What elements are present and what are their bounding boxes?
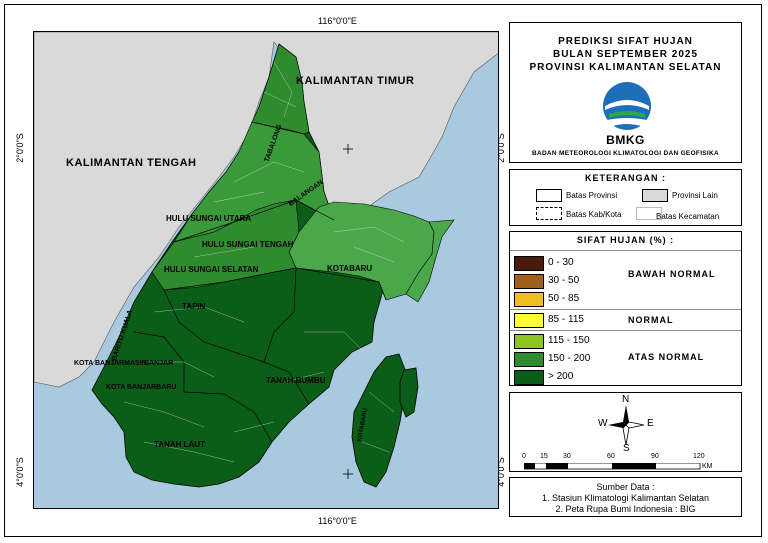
- map-svg: [34, 32, 498, 488]
- class-swatch: [514, 292, 544, 307]
- keterangan-heading: KETERANGAN :: [585, 173, 666, 183]
- scale-tick: 60: [607, 453, 615, 460]
- class-swatch: [514, 256, 544, 271]
- scale-tick: 0: [522, 453, 526, 460]
- swatch-batas-provinsi: [536, 189, 562, 202]
- title-line-3: PROVINSI KALIMANTAN SELATAN: [529, 62, 722, 73]
- class-row: 0 - 30: [510, 254, 741, 272]
- swatch-batas-kecamatan: [636, 207, 662, 220]
- label-provinsi-lain: Provinsi Lain: [672, 191, 718, 200]
- keterangan-panel: KETERANGAN : Batas Provinsi Provinsi Lai…: [509, 169, 742, 226]
- district-boundaries: [133, 121, 387, 443]
- scale-tick: 15: [540, 453, 548, 460]
- class-row: 50 - 85: [510, 290, 741, 308]
- label-batas-provinsi: Batas Provinsi: [566, 191, 618, 200]
- source-panel: Sumber Data : 1. Stasiun Klimatologi Kal…: [509, 477, 742, 517]
- orientation-panel: N S E W 0 15 30 60 90 120 KM: [509, 392, 742, 472]
- group-normal: NORMAL: [628, 315, 674, 325]
- label-tapin: TAPIN: [182, 302, 206, 311]
- source-line-2: 2. Peta Rupa Bumi Indonesia : BIG: [555, 504, 696, 514]
- east-label: E: [647, 418, 654, 429]
- swatch-batas-kab: [536, 207, 562, 220]
- class-swatch: [514, 274, 544, 289]
- label-kota-banjarmasin: KOTA BANJARMASIN: [74, 360, 147, 367]
- label-tanah-bumbu: TANAH BUMBU: [266, 376, 326, 385]
- class-label: > 200: [548, 371, 574, 382]
- label-hss: HULU SUNGAI SELATAN: [164, 265, 259, 274]
- label-batas-kecamatan: Batas Kecamatan: [656, 212, 720, 221]
- south-label: S: [623, 443, 630, 454]
- group-atas-normal: ATAS NORMAL: [628, 352, 705, 362]
- island-small: [399, 367, 419, 418]
- class-swatch: [514, 334, 544, 349]
- region-hst-hss: [151, 199, 300, 291]
- swatch-provinsi-lain: [642, 189, 668, 202]
- class-label: 150 - 200: [548, 353, 591, 364]
- class-label: 50 - 85: [548, 293, 580, 304]
- map-frame: [4, 4, 762, 537]
- title-panel: PREDIKSI SIFAT HUJAN BULAN SEPTEMBER 202…: [509, 22, 742, 163]
- bmkg-logo-text: BMKG: [606, 133, 645, 147]
- class-swatch: [514, 352, 544, 367]
- title-line-1: PREDIKSI SIFAT HUJAN: [558, 36, 693, 47]
- coord-bottom-lon: 116°0'0"E: [318, 516, 357, 526]
- org-name: BADAN METEOROLOGI KLIMATOLOGI DAN GEOFIS…: [531, 150, 720, 157]
- label-banjar: BANJAR: [144, 360, 174, 367]
- title-line-2: BULAN SEPTEMBER 2025: [552, 49, 699, 60]
- source-line-1: 1. Stasiun Klimatologi Kalimantan Selata…: [541, 493, 710, 503]
- source-heading: Sumber Data :: [596, 482, 655, 492]
- coord-left-lat-north: 2°0'0"S: [15, 133, 25, 163]
- separator: [510, 309, 741, 310]
- region-kotabaru-coast: [405, 219, 455, 303]
- sifat-hujan-panel: SIFAT HUJAN (%) : 0 - 30 30 - 50 50 - 85…: [509, 231, 742, 386]
- class-row: 85 - 115: [510, 311, 741, 329]
- scale-tick: 90: [651, 453, 659, 460]
- bmkg-logo-icon: [603, 82, 651, 130]
- separator: [510, 250, 741, 251]
- class-label: 30 - 50: [548, 275, 580, 286]
- class-row: 150 - 200: [510, 350, 741, 368]
- label-kotabaru: KOTABARU: [327, 264, 373, 273]
- class-row: > 200: [510, 368, 741, 386]
- kecamatan-boundaries: [123, 61, 405, 463]
- class-label: 85 - 115: [548, 314, 584, 325]
- scale-tick: 120: [693, 453, 705, 460]
- class-row: 115 - 150: [510, 332, 741, 350]
- label-batas-kab: Batas Kab/Kota: [566, 210, 622, 219]
- sifat-hujan-heading: SIFAT HUJAN (%) :: [576, 235, 675, 245]
- class-label: 0 - 30: [548, 257, 574, 268]
- group-bawah-normal: BAWAH NORMAL: [628, 269, 716, 279]
- scale-unit: KM: [702, 463, 713, 470]
- label-tanah-laut: TANAH LAUT: [154, 440, 205, 449]
- class-row: 30 - 50: [510, 272, 741, 290]
- north-label: N: [622, 394, 630, 405]
- graticule-marks: [343, 144, 353, 479]
- west-label: W: [598, 418, 608, 429]
- scale-bar: [524, 463, 701, 470]
- label-kalteng: KALIMANTAN TENGAH: [66, 157, 197, 169]
- label-kota-banjarbaru: KOTA BANJARBARU: [106, 384, 177, 391]
- label-hsu: HULU SUNGAI UTARA: [166, 214, 252, 223]
- separator: [510, 330, 741, 331]
- map-canvas: KALIMANTAN TIMUR KALIMANTAN TENGAH TABAL…: [33, 31, 499, 509]
- coord-top-lon: 116°0'0"E: [318, 16, 357, 26]
- label-hst: HULU SUNGAI TENGAH: [202, 240, 294, 249]
- class-swatch: [514, 313, 544, 328]
- label-kaltim: KALIMANTAN TIMUR: [296, 75, 415, 87]
- coord-left-lat-south: 4°0'0"S: [15, 457, 25, 487]
- scale-tick: 30: [563, 453, 571, 460]
- north-arrow-icon: [608, 405, 644, 445]
- class-label: 115 - 150: [548, 335, 590, 346]
- class-swatch: [514, 370, 544, 385]
